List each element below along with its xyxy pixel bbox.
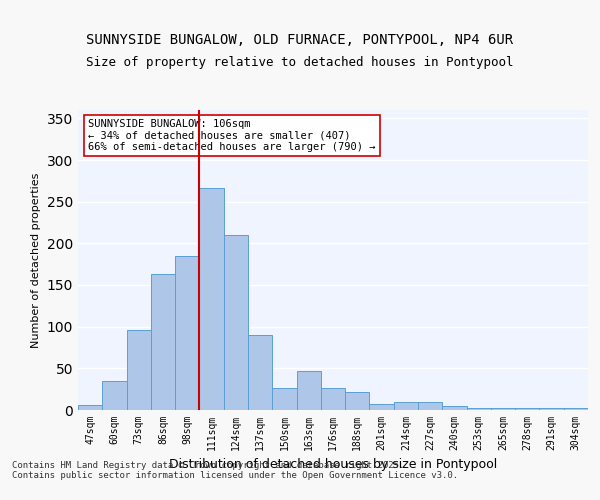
Bar: [442, 406, 467, 410]
Bar: [370, 404, 394, 410]
Y-axis label: Number of detached properties: Number of detached properties: [31, 172, 41, 348]
Bar: [272, 388, 296, 410]
Bar: [224, 235, 248, 410]
Bar: [467, 408, 491, 410]
Bar: [491, 408, 515, 410]
Bar: [539, 408, 564, 410]
Text: Size of property relative to detached houses in Pontypool: Size of property relative to detached ho…: [86, 56, 514, 69]
Text: SUNNYSIDE BUNGALOW, OLD FURNACE, PONTYPOOL, NP4 6UR: SUNNYSIDE BUNGALOW, OLD FURNACE, PONTYPO…: [86, 33, 514, 47]
Bar: [151, 274, 175, 410]
Bar: [394, 402, 418, 410]
Bar: [175, 256, 199, 410]
Bar: [199, 188, 224, 410]
Text: SUNNYSIDE BUNGALOW: 106sqm
← 34% of detached houses are smaller (407)
66% of sem: SUNNYSIDE BUNGALOW: 106sqm ← 34% of deta…: [88, 119, 376, 152]
Bar: [418, 402, 442, 410]
Bar: [321, 388, 345, 410]
Bar: [564, 408, 588, 410]
Bar: [345, 392, 370, 410]
Bar: [102, 381, 127, 410]
Bar: [248, 335, 272, 410]
Text: Contains HM Land Registry data © Crown copyright and database right 2025.
Contai: Contains HM Land Registry data © Crown c…: [12, 460, 458, 480]
Bar: [78, 405, 102, 410]
Bar: [127, 330, 151, 410]
Bar: [296, 371, 321, 410]
Bar: [515, 408, 539, 410]
X-axis label: Distribution of detached houses by size in Pontypool: Distribution of detached houses by size …: [169, 458, 497, 471]
